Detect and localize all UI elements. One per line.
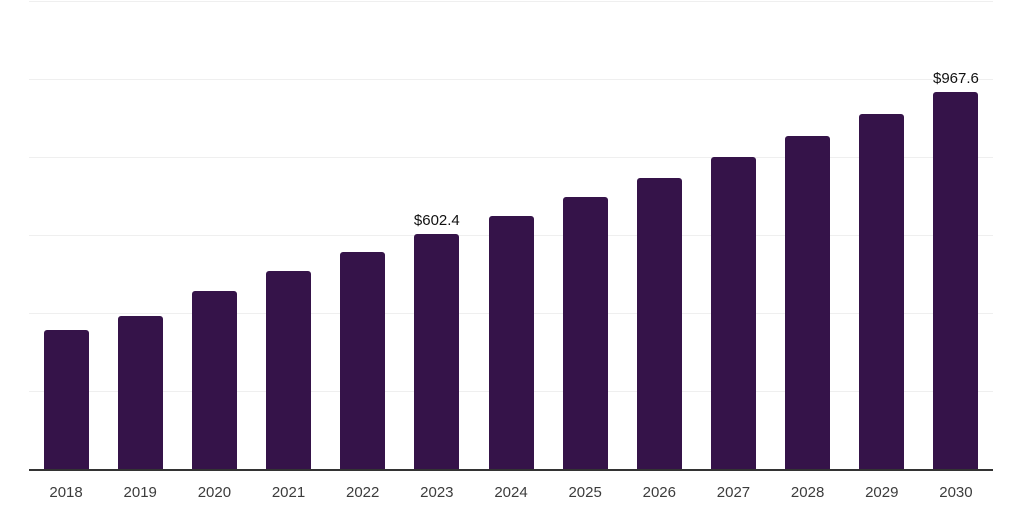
bar-2019 bbox=[117, 315, 163, 469]
bar-2029 bbox=[859, 113, 905, 469]
x-tick-label-2022: 2022 bbox=[346, 484, 380, 501]
x-tick-label-2026: 2026 bbox=[642, 484, 676, 501]
data-label-2023: $602.4 bbox=[413, 212, 460, 230]
bar-2020 bbox=[191, 290, 237, 469]
gridline bbox=[29, 79, 993, 80]
x-tick-label-2020: 2020 bbox=[197, 484, 232, 501]
bar-2027 bbox=[710, 156, 756, 469]
x-tick-label-2021: 2021 bbox=[271, 484, 306, 501]
bar-2022 bbox=[340, 251, 386, 469]
bar-2028 bbox=[785, 135, 831, 469]
bar-2023 bbox=[414, 234, 460, 469]
bar-2030 bbox=[933, 91, 979, 469]
x-tick-label-2028: 2028 bbox=[790, 484, 825, 501]
x-tick-label-2027: 2027 bbox=[716, 484, 751, 501]
x-tick-label-2030: 2030 bbox=[939, 484, 973, 501]
data-label-2030: $967.6 bbox=[932, 69, 979, 87]
x-tick-label-2018: 2018 bbox=[49, 484, 83, 501]
bar-2024 bbox=[488, 215, 534, 469]
bar-2021 bbox=[266, 270, 312, 469]
x-tick-label-2029: 2029 bbox=[865, 484, 899, 501]
bar-2025 bbox=[562, 196, 608, 469]
x-tick-label-2025: 2025 bbox=[568, 484, 602, 501]
gridline bbox=[29, 157, 993, 158]
bar-2018 bbox=[43, 329, 89, 469]
x-tick-label-2019: 2019 bbox=[123, 484, 157, 501]
gridline bbox=[29, 1, 993, 2]
x-axis: 2018 2019 2020 2021 2022 2023 2024 2025 2026 2027… bbox=[0, 483, 1024, 503]
bar-2026 bbox=[636, 177, 682, 469]
x-tick-label-2023: 2023 bbox=[420, 484, 454, 501]
plot-area: $602.4 $967.6 bbox=[29, 1, 993, 471]
x-tick-label-2024: 2024 bbox=[494, 484, 528, 501]
